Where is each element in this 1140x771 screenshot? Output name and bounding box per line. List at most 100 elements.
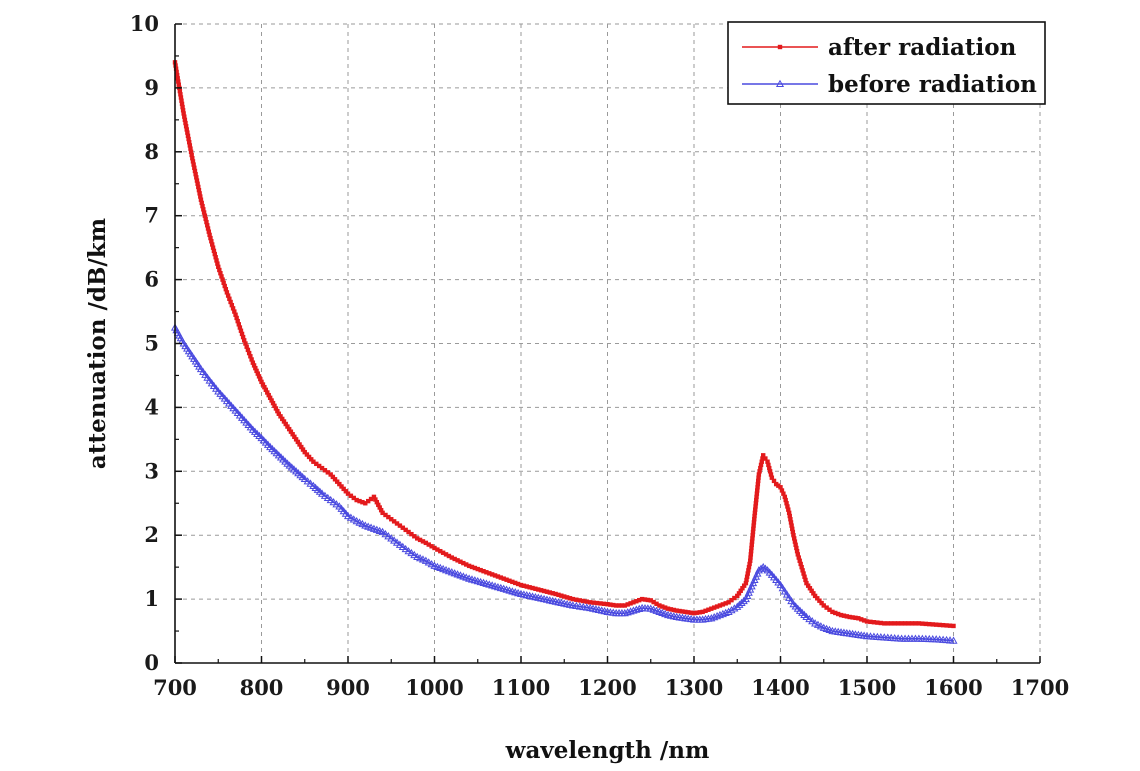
data-point: [711, 605, 717, 610]
data-point: [288, 429, 294, 434]
data-point: [755, 481, 761, 487]
data-point: [214, 258, 219, 263]
data-point: [668, 607, 674, 612]
data-point: [469, 564, 475, 570]
data-point: [850, 615, 855, 620]
data-point: [723, 601, 728, 606]
data-point: [791, 533, 796, 538]
data-point: [177, 88, 183, 94]
data-point: [940, 622, 946, 628]
data-point: [847, 614, 852, 620]
data-point: [345, 491, 351, 496]
data-point: [776, 580, 785, 589]
data-point: [756, 564, 766, 572]
data-point: [662, 605, 668, 610]
data-point: [173, 66, 179, 71]
data-point: [275, 408, 280, 414]
data-point: [736, 591, 742, 596]
data-point: [311, 459, 316, 464]
data-point: [751, 520, 757, 525]
data-point: [657, 603, 662, 608]
data-point: [475, 566, 480, 572]
data-point: [201, 207, 206, 212]
data-point: [185, 130, 190, 135]
data-point: [790, 529, 796, 535]
data-point: [733, 602, 742, 610]
data-point: [768, 472, 774, 477]
data-point: [329, 497, 338, 506]
data-point: [740, 586, 745, 591]
data-point: [184, 127, 189, 132]
data-point: [178, 92, 183, 97]
data-point: [269, 398, 274, 403]
data-point: [360, 499, 365, 505]
data-point: [254, 368, 259, 374]
data-point: [838, 612, 844, 618]
data-point: [750, 536, 755, 541]
data-point: [378, 507, 384, 513]
data-point: [778, 584, 787, 592]
data-point: [223, 286, 229, 292]
data-point: [178, 95, 184, 100]
data-point: [798, 561, 803, 567]
data-point: [885, 621, 890, 626]
x-tick-label: 1700: [1011, 675, 1069, 700]
data-point: [515, 581, 521, 587]
data-point: [743, 580, 749, 586]
data-point: [544, 589, 550, 594]
data-point: [802, 574, 807, 579]
data-point: [927, 621, 932, 627]
data-point: [318, 489, 327, 497]
data-point: [786, 507, 791, 512]
data-point: [332, 477, 338, 482]
data-point: [574, 597, 579, 602]
data-point: [790, 526, 795, 532]
data-point: [176, 79, 181, 84]
data-point: [744, 574, 750, 579]
data-point: [225, 293, 231, 298]
data-point: [443, 552, 449, 557]
data-point: [466, 563, 472, 569]
data-point: [404, 546, 413, 555]
data-point: [415, 536, 420, 541]
data-point: [556, 592, 561, 598]
data-point: [753, 501, 759, 506]
data-point: [724, 607, 733, 615]
data-point: [368, 496, 374, 502]
data-point: [703, 608, 708, 614]
data-point: [686, 610, 691, 615]
data-point: [746, 564, 752, 570]
data-point: [559, 593, 564, 598]
data-point: [700, 609, 705, 615]
data-point: [426, 542, 431, 547]
data-point: [875, 620, 880, 625]
data-point: [738, 588, 743, 593]
data-point: [303, 477, 312, 485]
data-point: [401, 544, 410, 553]
data-point: [390, 536, 399, 544]
data-point: [387, 534, 396, 542]
data-point: [185, 133, 191, 139]
data-point: [577, 598, 583, 603]
data-point: [348, 493, 354, 498]
data-point: [611, 602, 616, 608]
data-point: [210, 245, 216, 250]
legend-swatch-after-radiation: [742, 44, 818, 50]
data-point: [760, 456, 765, 461]
data-point: [788, 517, 793, 522]
data-point: [260, 382, 266, 387]
data-point: [180, 104, 185, 110]
data-point: [784, 501, 789, 506]
data-point: [835, 611, 841, 617]
data-point: [380, 510, 385, 516]
data-point: [763, 456, 768, 461]
legend-box: [727, 21, 1046, 105]
data-point: [748, 555, 753, 560]
data-point: [645, 597, 651, 603]
data-point: [204, 219, 209, 225]
data-point: [290, 432, 295, 437]
grid-layer: [175, 23, 1041, 663]
data-point: [255, 371, 260, 376]
legend-swatch-marker: [777, 44, 783, 50]
